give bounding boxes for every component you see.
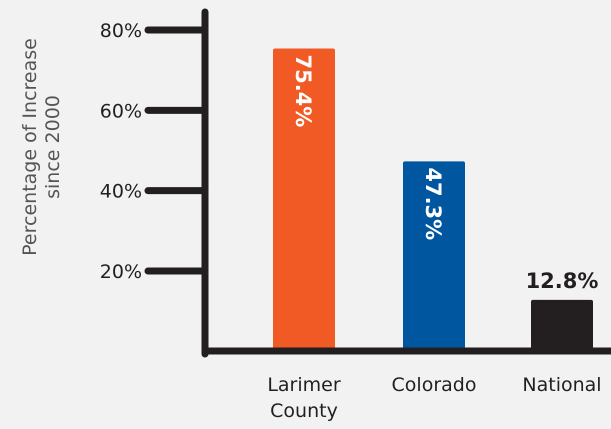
bar xyxy=(403,161,465,351)
bar xyxy=(531,299,593,351)
x-category-label: National xyxy=(522,374,601,396)
y-axis-ticks: 20% 40% 60% 80% xyxy=(100,20,209,283)
bar-data-label: 47.3% xyxy=(421,167,445,240)
y-tick-label: 40% xyxy=(100,181,142,203)
bar-data-label: 75.4% xyxy=(291,54,315,127)
axes xyxy=(201,8,611,358)
y-tick-label: 80% xyxy=(100,20,142,42)
bars: 75.4% 47.3% 12.8% xyxy=(273,48,599,352)
y-tick-label: 20% xyxy=(100,261,142,283)
x-category-label: Larimer County xyxy=(267,374,341,422)
category-labels: Larimer County Colorado National xyxy=(267,374,601,422)
x-category-label: Colorado xyxy=(392,374,477,396)
y-axis-title: Percentage of Increasesince 2000 xyxy=(19,38,64,256)
y-tick-label: 60% xyxy=(100,100,142,122)
y-axis-label: Percentage of Increasesince 2000 xyxy=(19,38,64,256)
bar xyxy=(273,48,335,352)
bar-data-label: 12.8% xyxy=(526,269,599,293)
